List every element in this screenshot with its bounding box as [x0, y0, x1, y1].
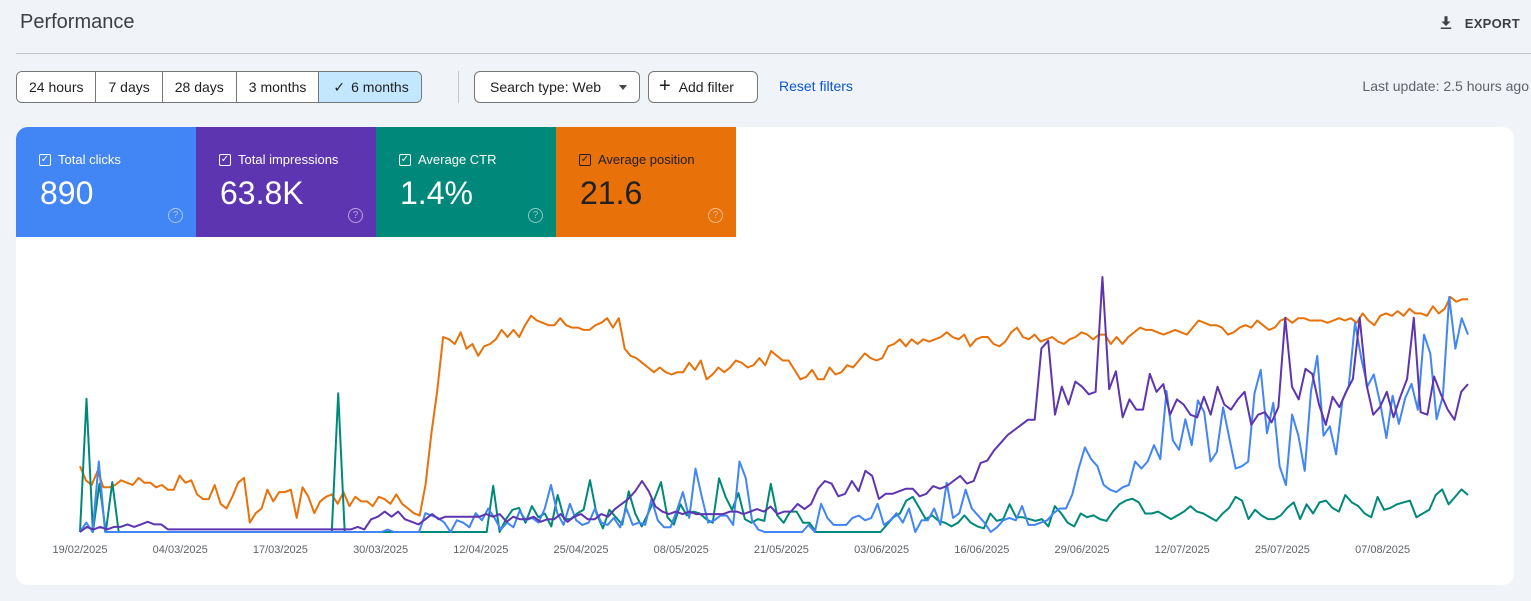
- x-axis-label: 17/03/2025: [253, 544, 308, 556]
- range-label: 28 days: [174, 79, 224, 95]
- page-header: Performance EXPORT: [0, 0, 1531, 54]
- range-label: 3 months: [248, 79, 307, 95]
- export-label: EXPORT: [1464, 15, 1520, 31]
- x-axis-label: 25/04/2025: [553, 544, 608, 556]
- download-icon: [1440, 16, 1451, 29]
- help-icon[interactable]: ?: [168, 208, 183, 223]
- x-axis-label: 08/05/2025: [654, 544, 709, 556]
- checkbox-icon[interactable]: ✓: [579, 153, 591, 166]
- checkmark-icon: ✓: [333, 78, 346, 95]
- header-divider: [16, 53, 1531, 54]
- x-axis-label: 16/06/2025: [954, 544, 1009, 556]
- dropdown-caret-icon: [619, 84, 627, 90]
- toolbar-separator: [458, 71, 459, 103]
- x-axis-label: 12/07/2025: [1155, 544, 1210, 556]
- metric-value: 1.4%: [400, 175, 473, 211]
- last-update-text: Last update: 2.5 hours ago: [1362, 78, 1529, 94]
- x-axis-label: 19/02/2025: [52, 544, 107, 556]
- checkbox-icon[interactable]: ✓: [39, 153, 51, 166]
- metric-header: ✓ Total impressions: [219, 152, 338, 167]
- metric-label: Total impressions: [238, 152, 339, 167]
- series-line-average-position: [79, 296, 1468, 524]
- search-type-dropdown[interactable]: Search type: Web: [474, 71, 640, 103]
- x-axis-label: 04/03/2025: [153, 544, 208, 556]
- x-axis-label: 07/08/2025: [1355, 544, 1410, 556]
- range-label: 7 days: [108, 79, 150, 95]
- metric-label: Total clicks: [58, 152, 121, 167]
- metric-total-impressions[interactable]: ✓ Total impressions 63.8K ?: [196, 127, 376, 237]
- metric-header: ✓ Total clicks: [39, 152, 121, 167]
- reset-filters-link[interactable]: Reset filters: [779, 78, 853, 94]
- metric-label: Average position: [598, 152, 695, 167]
- range-label: 24 hours: [29, 79, 84, 95]
- checkbox-icon[interactable]: ✓: [219, 153, 231, 166]
- page-title: Performance: [20, 11, 135, 33]
- add-filter-button[interactable]: + Add filter: [648, 71, 758, 103]
- help-icon[interactable]: ?: [708, 208, 723, 223]
- x-axis-label: 25/07/2025: [1255, 544, 1310, 556]
- series-line-total-clicks: [79, 296, 1469, 533]
- filter-toolbar: 24 hours 7 days 28 days 3 months ✓ 6 mon…: [16, 71, 1531, 103]
- range-3-months[interactable]: 3 months: [236, 72, 320, 102]
- performance-card: ✓ Total clicks 890 ? ✓ Total impressions…: [16, 127, 1514, 585]
- metric-header: ✓ Average CTR: [399, 152, 497, 167]
- x-axis-label: 30/03/2025: [353, 544, 408, 556]
- metric-label: Average CTR: [418, 152, 497, 167]
- plus-icon: +: [659, 75, 671, 97]
- series-line-total-impressions: [79, 276, 1469, 533]
- add-filter-label: Add filter: [678, 79, 734, 95]
- x-axis-label: 21/05/2025: [754, 544, 809, 556]
- checkbox-icon[interactable]: ✓: [399, 153, 411, 166]
- metric-total-clicks[interactable]: ✓ Total clicks 890 ?: [16, 127, 196, 237]
- metric-value: 63.8K: [220, 175, 304, 211]
- metric-value: 21.6: [580, 175, 643, 211]
- range-label: 6 months: [351, 79, 409, 95]
- performance-chart[interactable]: 19/02/2025 04/03/2025 17/03/2025 30/03/2025…: [16, 237, 1514, 585]
- help-icon[interactable]: ?: [528, 208, 543, 223]
- help-icon[interactable]: ?: [348, 208, 363, 223]
- range-7-days[interactable]: 7 days: [96, 72, 163, 102]
- range-6-months[interactable]: ✓ 6 months: [319, 72, 421, 102]
- x-axis-label: 29/06/2025: [1054, 544, 1109, 556]
- range-28-days[interactable]: 28 days: [162, 72, 237, 102]
- metric-header: ✓ Average position: [579, 152, 695, 167]
- metric-average-ctr[interactable]: ✓ Average CTR 1.4% ?: [376, 127, 556, 237]
- chart-svg: 19/02/2025 04/03/2025 17/03/2025 30/03/2025…: [52, 276, 1469, 556]
- metric-average-position[interactable]: ✓ Average position 21.6 ?: [556, 127, 736, 237]
- x-axis-label: 12/04/2025: [453, 544, 508, 556]
- metric-value: 890: [40, 175, 94, 211]
- x-axis-label: 03/06/2025: [854, 544, 909, 556]
- date-range-group: 24 hours 7 days 28 days 3 months ✓ 6 mon…: [16, 71, 422, 103]
- search-type-label: Search type: Web: [490, 79, 602, 95]
- export-button[interactable]: EXPORT: [1437, 12, 1520, 34]
- range-24-hours[interactable]: 24 hours: [17, 72, 97, 102]
